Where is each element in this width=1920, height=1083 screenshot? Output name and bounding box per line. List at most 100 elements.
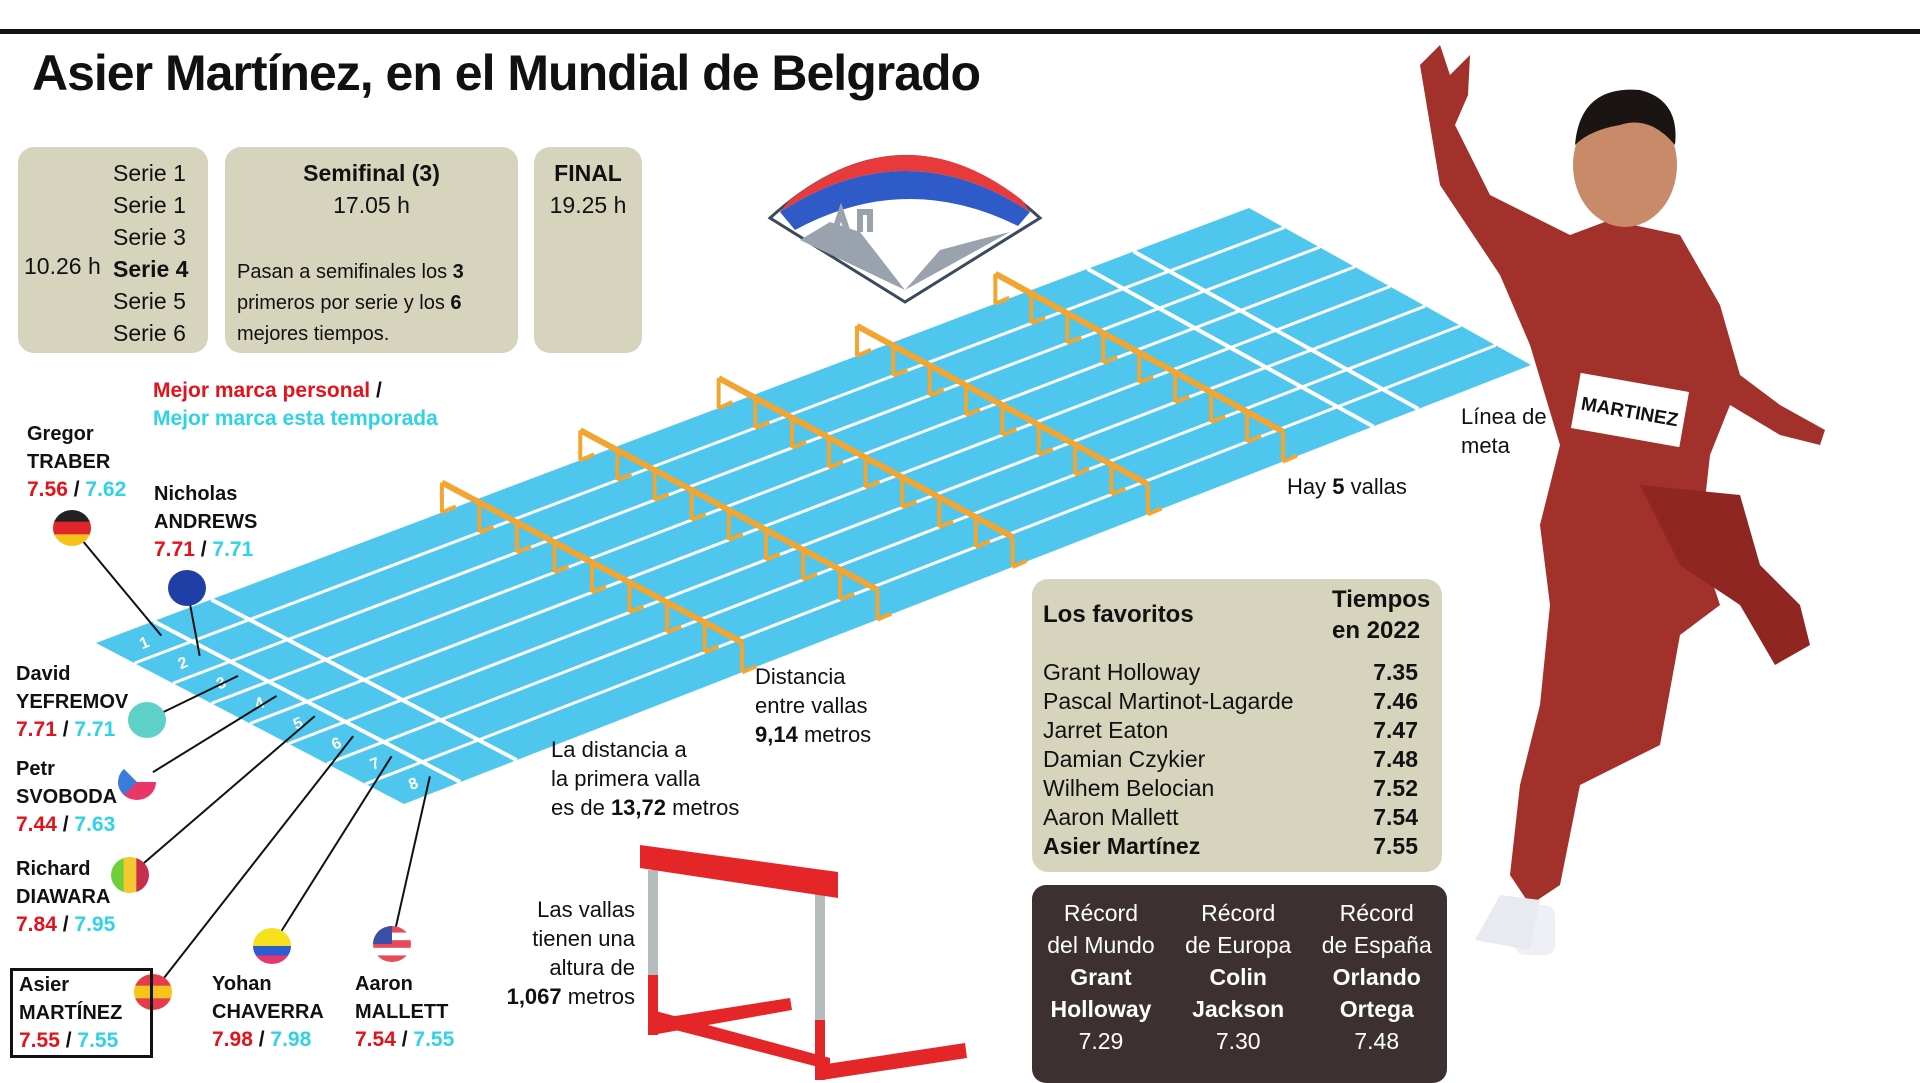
athlete-last-name: MARTÍNEZ: [19, 1002, 123, 1024]
favorite-time: 7.35: [1373, 659, 1418, 685]
ann-line: Las vallas: [537, 897, 635, 922]
lane-line: [287, 304, 1426, 746]
ann-line: Distancia: [755, 664, 846, 689]
athlete-times: 7.56 / 7.62: [27, 476, 126, 504]
favorite-name: Jarret Eaton: [1043, 717, 1169, 743]
athlete-times: 7.54 / 7.55: [355, 1026, 454, 1054]
athlete-first-name: Gregor: [27, 423, 94, 445]
ann-line: meta: [1461, 433, 1510, 458]
athlete-season-best: 7.55: [413, 1028, 455, 1051]
athlete-times: 7.55 / 7.55: [19, 1027, 122, 1055]
ann-line: tienen una: [532, 926, 635, 951]
athlete-times: 7.71 / 7.71: [154, 536, 257, 564]
times-separator: /: [401, 1028, 408, 1051]
athlete-season-best: 7.63: [74, 813, 116, 836]
times-separator: /: [258, 1028, 265, 1051]
favorite-row: Pascal Martinot-Lagarde 7.46: [1043, 687, 1418, 716]
header-line: Tiempos: [1332, 586, 1431, 613]
hurdle-height-label: Las vallas tienen una altura de 1,067 metro…: [440, 895, 635, 1011]
serie-item: Serie 3: [113, 224, 186, 250]
times-separator: /: [73, 478, 80, 501]
leader-line: [152, 735, 354, 993]
record-time: 7.30: [1215, 1028, 1261, 1054]
record-label: del Mundo: [1047, 932, 1155, 958]
ann-text: vallas: [1344, 474, 1407, 499]
ann-number: 1,067: [506, 984, 562, 1009]
lane-line: [364, 343, 1497, 786]
times-separator: /: [200, 538, 207, 561]
athlete-last-name: ANDREWS: [154, 511, 258, 533]
favorites-panel: Los favoritos Tiempos en 2022 Grant Hollo…: [1032, 579, 1442, 872]
athlete-first-name: Nicholas: [154, 483, 238, 505]
athlete-personal-best: 7.84: [16, 913, 57, 936]
athlete-season-best: 7.98: [270, 1028, 312, 1051]
athlete-leader-lines: [53, 509, 431, 1011]
times-separator: /: [62, 718, 69, 741]
favorite-time: 7.55: [1373, 833, 1418, 859]
record-holder: Colin: [1209, 964, 1267, 990]
athlete-last-name: CHAVERRA: [212, 1001, 324, 1023]
athlete-label: Petr SVOBODA 7.44 / 7.63: [16, 755, 117, 839]
athlete-last-name: YEFREMOV: [16, 691, 129, 713]
between-hurdles-label: Distancia entre vallas 9,14 metros: [755, 662, 871, 749]
athlete-label: Gregor TRABER 7.56 / 7.62: [27, 420, 126, 504]
lane-numbers: 12345678: [137, 634, 421, 794]
favorite-time: 7.48: [1373, 746, 1418, 772]
record-time: 7.29: [1078, 1028, 1124, 1054]
semifinal-time: 17.05 h: [333, 192, 410, 218]
record-world: Récord del Mundo Grant Holloway 7.29: [1047, 897, 1154, 1083]
hurdle: [993, 271, 1298, 464]
athlete-label: Yohan CHAVERRA 7.98 / 7.98: [212, 970, 324, 1054]
note-number: 6: [450, 292, 462, 314]
favorite-time: 7.47: [1373, 717, 1418, 743]
lane-line: [326, 324, 1462, 766]
athlete-last-name: DIAWARA: [16, 886, 111, 908]
kazakhstan-flag-icon: [128, 701, 166, 739]
ann-line: la primera valla: [551, 766, 701, 791]
athlete-season-best: 7.71: [212, 538, 254, 561]
favorite-row: Damian Czykier 7.48: [1043, 745, 1418, 774]
athlete-label: Aaron MALLETT 7.54 / 7.55: [355, 970, 454, 1054]
finish-line: [1086, 267, 1375, 429]
semifinal-note: Pasan a semifinales los 3 primeros por s…: [237, 257, 512, 350]
lane-line: [172, 245, 1321, 685]
ann-number: 13,72: [610, 795, 666, 820]
hurdles-count-label: Hay 5 vallas: [1287, 472, 1407, 501]
favorite-time: 7.46: [1373, 688, 1418, 714]
athlete-personal-best: 7.55: [19, 1029, 60, 1052]
record-europe: Récord de Europa Colin Jackson 7.30: [1185, 897, 1291, 1083]
heats-list: Serie 1 Serie 1 Serie 3 Serie 4 Serie 5 …: [113, 157, 188, 349]
legend-personal-best: Mejor marca personal: [153, 379, 371, 402]
athlete-label: Nicholas ANDREWS 7.71 / 7.71: [154, 480, 257, 564]
ann-text: es de: [551, 795, 611, 820]
bib: MARTINEZ: [1570, 372, 1690, 448]
heats-time: 10.26 h: [24, 253, 101, 279]
record-holder: Ortega: [1339, 996, 1414, 1022]
header-line: en 2022: [1332, 617, 1421, 644]
favorite-row: Wilhem Belocian 7.52: [1043, 774, 1418, 803]
ann-line: La distancia a: [551, 737, 687, 762]
athlete-times: 7.98 / 7.98: [212, 1026, 324, 1054]
serie-item: Serie 1: [113, 192, 186, 218]
ann-line: altura de: [549, 955, 635, 980]
athlete-label: Asier MARTÍNEZ 7.55 / 7.55: [10, 968, 154, 1058]
athlete-last-name: TRABER: [27, 451, 111, 473]
record-spain: Récord de España Orlando Ortega 7.48: [1322, 897, 1432, 1083]
athlete-personal-best: 7.56: [27, 478, 68, 501]
ann-text: Hay: [1287, 474, 1333, 499]
colombia-flag-icon: [253, 927, 291, 965]
record-holder: Grant: [1070, 964, 1132, 990]
note-number: 3: [452, 261, 464, 283]
athlete-times: 7.84 / 7.95: [16, 911, 115, 939]
first-hurdle-label: La distancia a la primera valla es de 13,7…: [551, 735, 739, 822]
lane-line: [210, 265, 1356, 705]
track-hurdles: [439, 271, 1298, 675]
ann-number: 5: [1332, 474, 1345, 499]
top-rule: [0, 29, 1920, 34]
athlete-label: Richard DIAWARA 7.84 / 7.95: [16, 855, 115, 939]
athlete-season-best: 7.62: [85, 478, 127, 501]
start-line: [152, 619, 462, 784]
favorite-name: Asier Martínez: [1043, 833, 1201, 859]
semifinal-box: Semifinal (3) 17.05 h Pasan a semifinale…: [225, 147, 518, 353]
